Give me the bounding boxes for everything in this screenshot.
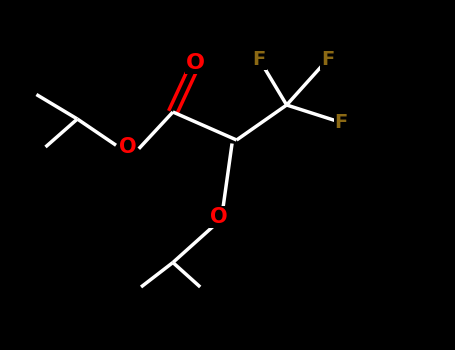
Text: F: F [253, 50, 266, 69]
Text: O: O [186, 53, 205, 73]
Text: O: O [210, 207, 227, 227]
Text: O: O [119, 137, 136, 157]
Text: F: F [321, 50, 334, 69]
Text: F: F [334, 113, 348, 132]
